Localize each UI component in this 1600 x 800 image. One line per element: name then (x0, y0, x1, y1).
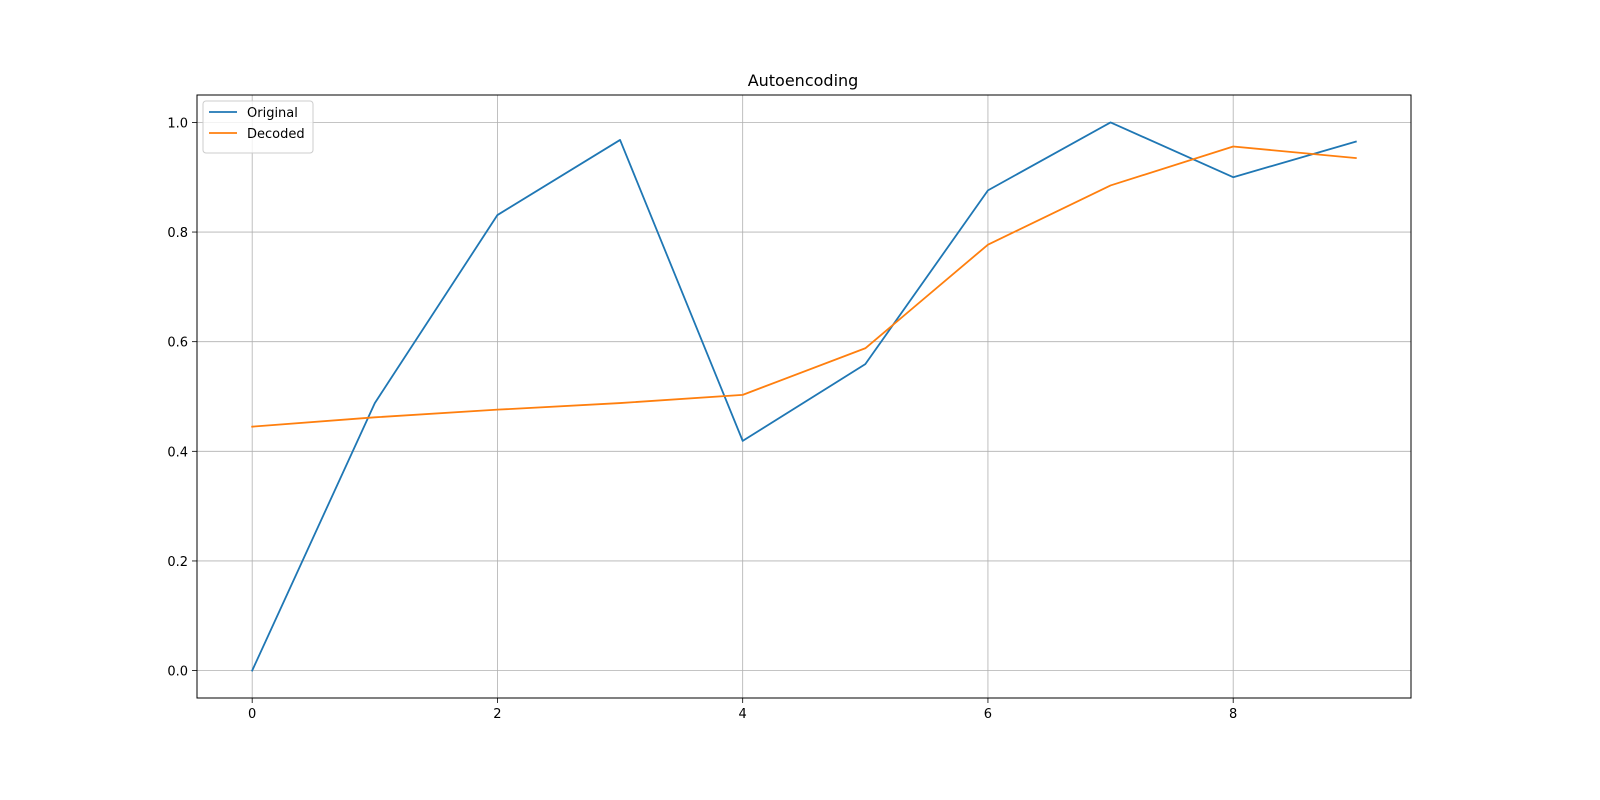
y-tick-label: 0.6 (167, 336, 188, 351)
x-tick-label: 8 (1229, 707, 1237, 722)
x-tick-label: 0 (248, 707, 256, 722)
legend-label-decoded: Decoded (247, 127, 305, 142)
y-tick-label: 0.2 (167, 555, 188, 570)
legend-box (202, 100, 314, 154)
plot-frame (196, 94, 1412, 699)
y-tick-label: 1.0 (167, 116, 188, 131)
series-group (250, 121, 1357, 672)
y-tick-label: 0.4 (167, 445, 188, 460)
grid (197, 95, 1411, 698)
series-line-decoded (251, 145, 1357, 428)
x-tick-label: 4 (739, 707, 747, 722)
x-tick-label: 2 (493, 707, 501, 722)
y-tick-label: 0.0 (167, 665, 188, 680)
x-axis: 0 2 4 6 8 (248, 698, 1237, 722)
chart-title: Autoencoding (748, 71, 859, 90)
legend: Original Decoded (202, 100, 314, 154)
y-tick-label: 0.8 (167, 226, 188, 241)
legend-label-original: Original (247, 106, 298, 121)
x-tick-label: 6 (984, 707, 992, 722)
y-axis: 0.0 0.2 0.4 0.6 0.8 1.0 (167, 116, 197, 680)
series-line-original (250, 121, 1357, 672)
